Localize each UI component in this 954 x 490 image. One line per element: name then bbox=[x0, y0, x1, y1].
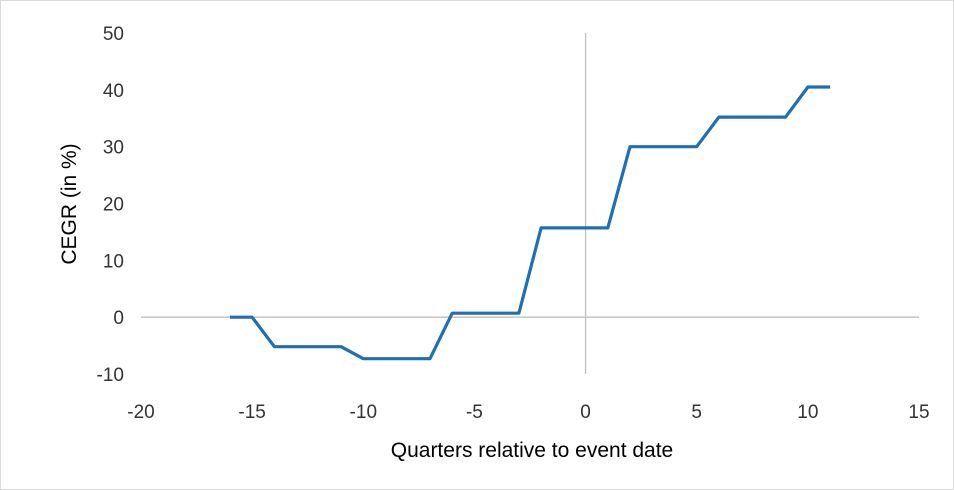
series-line bbox=[229, 85, 831, 361]
y-tick-label: 50 bbox=[103, 24, 124, 45]
y-tick-label: 40 bbox=[103, 81, 124, 102]
x-tick-label: 5 bbox=[691, 402, 702, 423]
y-tick-label: 30 bbox=[103, 138, 124, 159]
x-tick-label: -15 bbox=[238, 402, 265, 423]
x-tick-label: -10 bbox=[350, 402, 377, 423]
x-tick-label: 0 bbox=[580, 402, 591, 423]
y-axis-title: CEGR (in %) bbox=[58, 143, 81, 264]
axes-layer bbox=[141, 33, 919, 374]
y-tick-label: 20 bbox=[103, 195, 124, 216]
x-axis-title: Quarters relative to event date bbox=[391, 439, 674, 462]
x-tick-label: 15 bbox=[908, 402, 929, 423]
series-layer bbox=[229, 85, 831, 361]
x-tick-label: -5 bbox=[466, 402, 483, 423]
x-tick-label: -20 bbox=[127, 402, 154, 423]
y-tick-label: -10 bbox=[97, 365, 124, 386]
tick-layer: -10 0 10 20 30 40 50 -20 -15 -10 -5 0 5 10 15 bbox=[97, 24, 930, 423]
y-tick-label: 0 bbox=[113, 308, 124, 329]
y-tick-label: 10 bbox=[103, 251, 124, 272]
x-tick-label: 10 bbox=[797, 402, 818, 423]
